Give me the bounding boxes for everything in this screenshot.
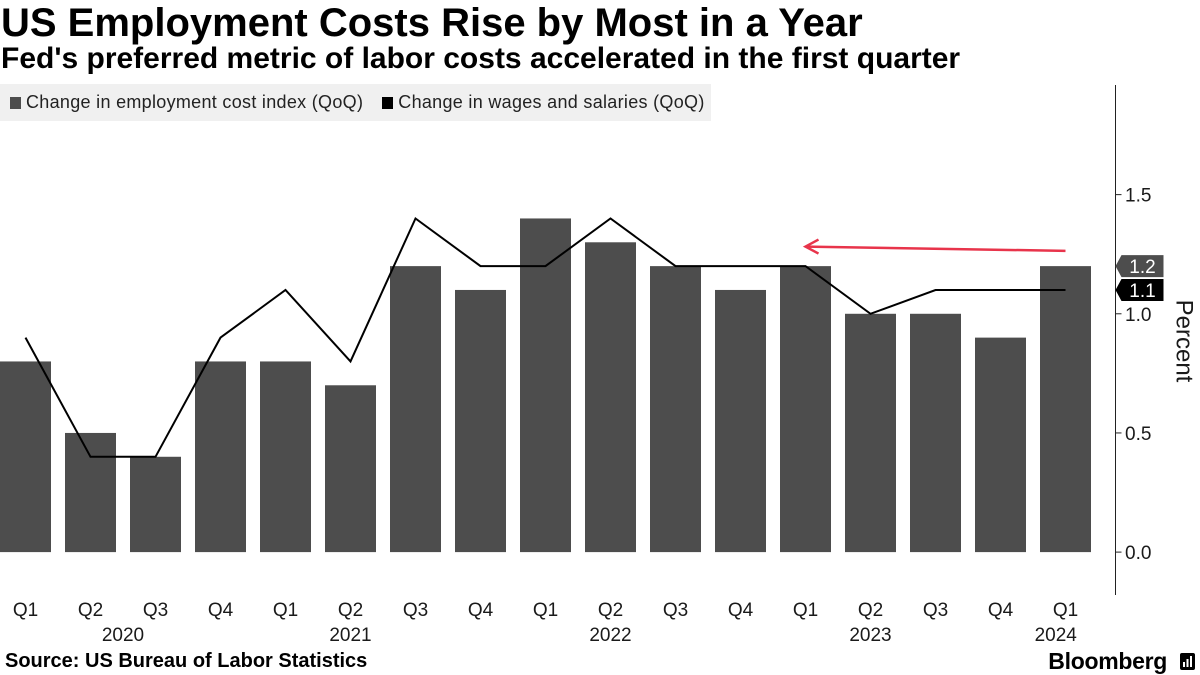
x-tick-label: Q3 <box>403 600 428 621</box>
end-value-label: 1.1 <box>1129 281 1155 302</box>
bar <box>195 361 246 553</box>
legend-swatch-wages-and-salaries <box>382 96 394 109</box>
legend-label-wages-and-salaries: Change in wages and salaries (QoQ) <box>398 92 705 112</box>
legend-item-wages-and-salaries: Change in wages and salaries (QoQ) <box>382 92 704 113</box>
bar <box>390 266 441 553</box>
bar <box>520 218 571 553</box>
bar <box>910 313 961 553</box>
chart-title: US Employment Costs Rise by Most in a Ye… <box>1 1 863 45</box>
bloomberg-chart-icon <box>1180 652 1195 670</box>
bar <box>325 385 376 553</box>
bar <box>715 289 766 553</box>
bar <box>260 361 311 553</box>
annotation-arrow <box>802 238 1066 255</box>
bar <box>585 242 636 553</box>
x-tick-label: Q2 <box>598 600 623 621</box>
bar <box>780 266 831 553</box>
x-tick-label: Q1 <box>793 600 818 621</box>
bar <box>650 266 701 553</box>
x-tick-label: Q1 <box>273 600 298 621</box>
x-tick-label: Q3 <box>663 600 688 621</box>
bar <box>845 313 896 553</box>
y-tick-label: 0.5 <box>1125 424 1151 445</box>
x-group-label: 2023 <box>849 625 891 646</box>
x-tick-label: Q3 <box>923 600 948 621</box>
bar <box>1040 266 1091 553</box>
end-value-tag-shape <box>1115 255 1164 278</box>
bloomberg-wordmark: Bloomberg <box>1048 648 1167 674</box>
series-line <box>24 216 1066 458</box>
y-axis-title: Percent <box>1171 300 1198 383</box>
end-value-tag: 1.1 <box>1115 278 1164 302</box>
bar-series-employment-cost-index <box>0 218 1091 553</box>
end-value-tag: 1.2 <box>1115 255 1164 278</box>
end-value-tag-shape <box>1115 278 1164 301</box>
bar <box>130 456 181 553</box>
x-tick-label: Q4 <box>988 600 1014 621</box>
x-tick-label: Q2 <box>78 600 103 621</box>
line-series-wages-and-salaries <box>24 216 1066 458</box>
bloomberg-logo: Bloomberg <box>1048 648 1195 674</box>
x-tick-label: Q1 <box>533 600 558 621</box>
y-tick-label: 0.0 <box>1125 543 1151 564</box>
x-tick-label: Q3 <box>143 600 168 621</box>
legend-item-employment-cost-index: Change in employment cost index (QoQ) <box>10 92 363 113</box>
x-axis: Q1 Q2 Q3 Q4 Q1 Q2 Q3 Q4 Q1 Q2 Q3 Q4 Q1 Q2 Q3 Q4 Q1 2020 20… <box>13 600 1078 646</box>
arrow-head <box>802 238 820 255</box>
x-tick-label: Q4 <box>728 600 754 621</box>
x-tick-label: Q1 <box>13 600 38 621</box>
x-tick-label: Q4 <box>208 600 234 621</box>
end-value-label: 1.2 <box>1129 257 1155 278</box>
chart-subtitle: Fed's preferred metric of labor costs ac… <box>1 42 961 75</box>
bar <box>455 289 506 553</box>
x-tick-label: Q1 <box>1053 600 1078 621</box>
legend: Change in employment cost index (QoQ) Ch… <box>0 84 711 121</box>
y-tick-label: 1.0 <box>1125 305 1151 326</box>
x-tick-label: Q2 <box>338 600 363 621</box>
bar <box>65 432 116 553</box>
x-tick-label: Q4 <box>468 600 494 621</box>
bar <box>975 337 1026 553</box>
legend-label-employment-cost-index: Change in employment cost index (QoQ) <box>26 92 364 112</box>
x-group-label: 2022 <box>589 625 631 646</box>
legend-swatch-employment-cost-index <box>10 96 21 109</box>
source-note: Source: US Bureau of Labor Statistics <box>5 650 368 672</box>
x-group-label: 2024 <box>1035 625 1078 646</box>
x-group-label: 2020 <box>102 625 144 646</box>
x-tick-label: Q2 <box>858 600 883 621</box>
bar <box>0 361 51 553</box>
x-group-label: 2021 <box>329 625 371 646</box>
y-axis: 0.0 0.5 1.0 1.5 <box>1115 85 1151 595</box>
y-tick-label: 1.5 <box>1125 186 1151 207</box>
arrow-shaft <box>806 245 1066 253</box>
